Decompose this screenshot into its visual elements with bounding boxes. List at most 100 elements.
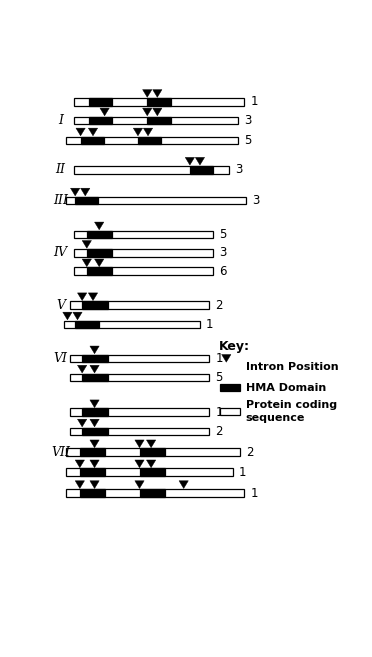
Bar — [80, 449, 105, 456]
Text: 1: 1 — [250, 95, 258, 108]
Text: VII: VII — [51, 446, 70, 459]
Bar — [74, 166, 229, 173]
Bar — [138, 137, 161, 145]
Text: 2: 2 — [247, 446, 254, 459]
Text: 1: 1 — [250, 487, 258, 499]
Text: 5: 5 — [215, 371, 223, 384]
Bar — [80, 468, 105, 476]
Polygon shape — [153, 89, 162, 97]
Text: Intron Position: Intron Position — [246, 362, 338, 372]
Polygon shape — [82, 240, 92, 248]
Polygon shape — [94, 259, 104, 267]
Bar — [66, 468, 232, 476]
Bar — [140, 468, 165, 476]
Bar — [220, 384, 240, 392]
Text: 1: 1 — [206, 318, 214, 331]
Bar — [82, 409, 108, 416]
Polygon shape — [77, 365, 87, 373]
Text: VI: VI — [54, 352, 67, 365]
Polygon shape — [90, 481, 99, 489]
Text: I: I — [58, 114, 63, 127]
Bar — [220, 407, 240, 415]
Polygon shape — [179, 481, 188, 489]
Text: 5: 5 — [219, 228, 227, 241]
Text: 1: 1 — [215, 352, 223, 365]
Bar — [66, 449, 240, 456]
Polygon shape — [142, 108, 152, 116]
Bar — [82, 374, 108, 382]
Text: HMA Domain: HMA Domain — [246, 382, 326, 393]
Text: 3: 3 — [219, 246, 227, 260]
Text: 2: 2 — [215, 425, 223, 438]
Bar — [74, 98, 244, 106]
Bar — [74, 116, 238, 124]
Bar — [70, 374, 209, 382]
Polygon shape — [222, 355, 231, 362]
Polygon shape — [147, 440, 156, 447]
Text: 3: 3 — [235, 163, 242, 176]
Polygon shape — [100, 108, 109, 116]
Text: II: II — [55, 163, 65, 176]
Polygon shape — [90, 346, 99, 353]
Polygon shape — [71, 188, 80, 196]
Bar — [87, 249, 112, 257]
Polygon shape — [63, 312, 72, 320]
Bar — [70, 302, 209, 309]
Bar — [87, 267, 112, 275]
Bar — [89, 98, 112, 106]
Bar — [66, 489, 244, 497]
Bar — [70, 355, 209, 362]
Text: V: V — [56, 299, 65, 311]
Polygon shape — [75, 481, 84, 489]
Polygon shape — [143, 128, 153, 136]
Polygon shape — [76, 128, 85, 136]
Bar — [80, 489, 105, 497]
Bar — [74, 267, 213, 275]
Polygon shape — [90, 400, 99, 407]
Polygon shape — [142, 89, 152, 97]
Polygon shape — [135, 460, 144, 468]
Text: 5: 5 — [244, 134, 251, 147]
Polygon shape — [77, 419, 87, 427]
Bar — [66, 137, 238, 145]
Bar — [82, 302, 108, 309]
Text: III: III — [53, 194, 68, 207]
Bar — [70, 409, 209, 416]
Bar — [147, 116, 170, 124]
Bar — [82, 428, 108, 436]
Polygon shape — [90, 440, 99, 447]
Bar — [74, 231, 213, 238]
Polygon shape — [90, 419, 99, 427]
Bar — [190, 166, 213, 173]
Bar — [70, 428, 209, 436]
Text: 3: 3 — [244, 114, 251, 127]
Polygon shape — [90, 365, 99, 373]
Polygon shape — [135, 481, 144, 489]
Polygon shape — [94, 222, 104, 230]
Text: 3: 3 — [253, 194, 260, 207]
Polygon shape — [135, 440, 144, 447]
Bar — [75, 321, 99, 328]
Text: 1: 1 — [215, 406, 223, 419]
Polygon shape — [73, 312, 82, 320]
Bar — [89, 116, 112, 124]
Polygon shape — [75, 460, 84, 468]
Polygon shape — [89, 293, 97, 301]
Polygon shape — [153, 108, 162, 116]
Bar — [74, 249, 213, 257]
Bar — [81, 137, 104, 145]
Bar — [82, 355, 108, 362]
Bar — [140, 449, 165, 456]
Text: IV: IV — [54, 246, 67, 260]
Polygon shape — [89, 128, 97, 136]
Bar — [147, 98, 170, 106]
Polygon shape — [81, 188, 90, 196]
Polygon shape — [185, 158, 195, 165]
Bar — [64, 321, 200, 328]
Polygon shape — [82, 259, 92, 267]
Bar — [87, 231, 112, 238]
Bar — [140, 489, 165, 497]
Text: 6: 6 — [219, 265, 227, 278]
Bar — [75, 196, 99, 204]
Text: 2: 2 — [215, 299, 223, 311]
